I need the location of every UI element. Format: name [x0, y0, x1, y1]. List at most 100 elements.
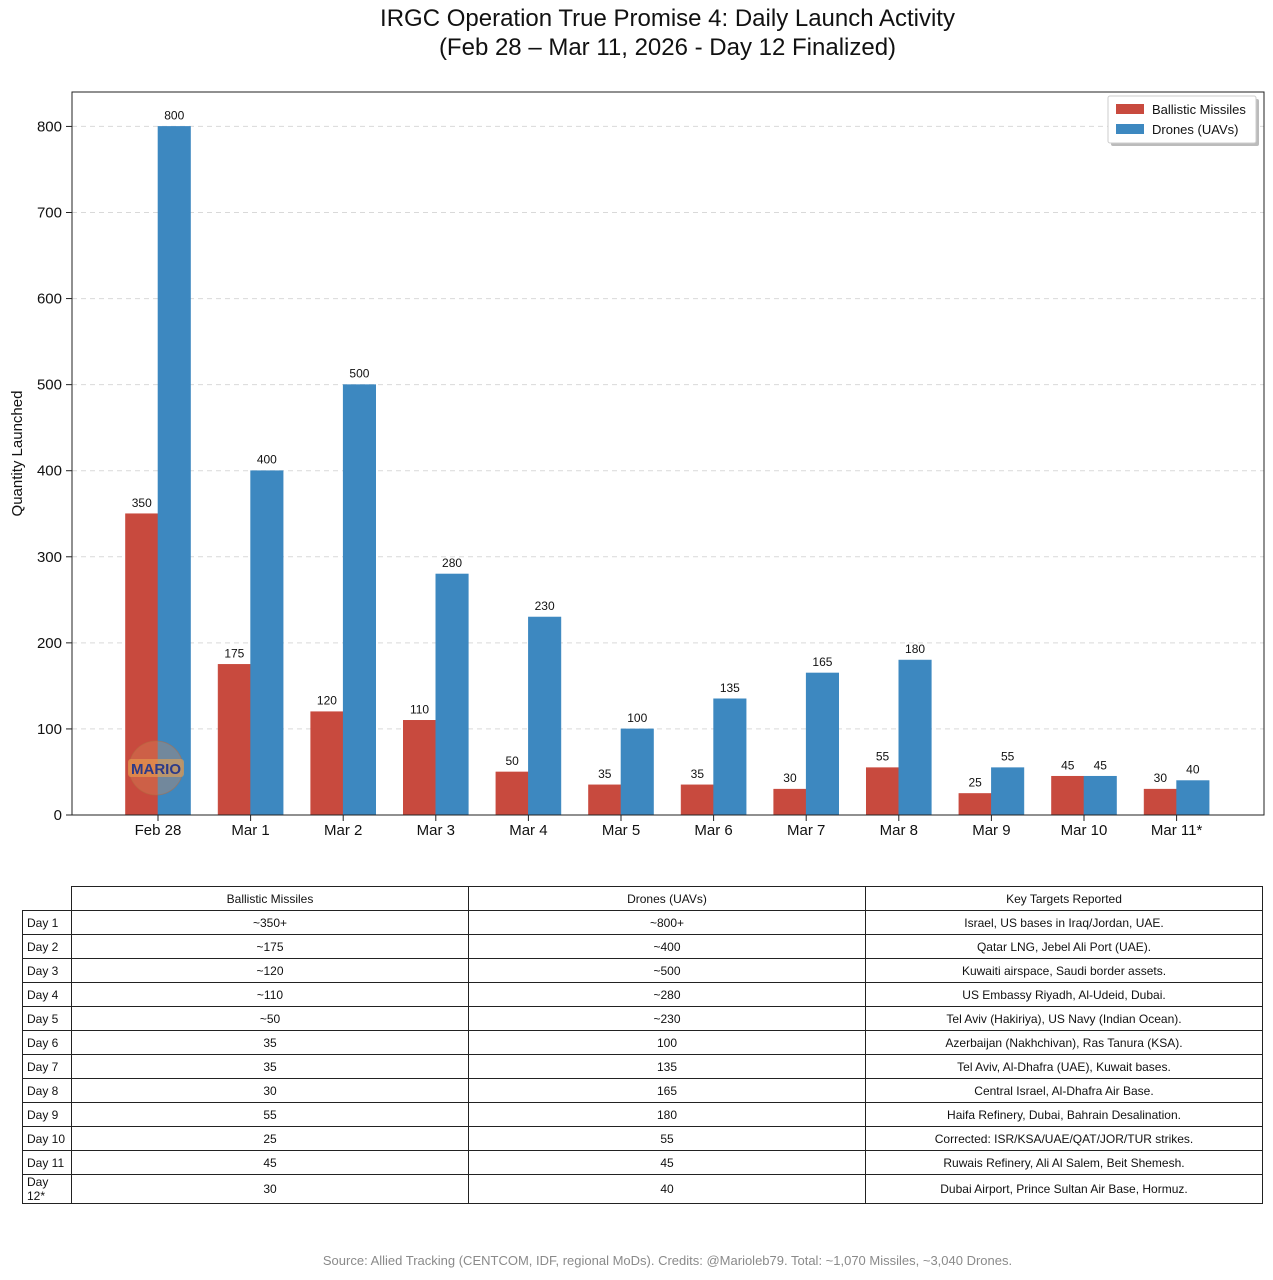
- bar-ballistic: [865, 767, 900, 816]
- day-label: Day 6: [22, 1030, 72, 1055]
- drone-count: ~400: [468, 934, 866, 959]
- drone-count: ~500: [468, 958, 866, 983]
- x-tick-label: Mar 1: [231, 822, 269, 839]
- drone-count: 165: [468, 1078, 866, 1103]
- bar-label-ballistic: 45: [1061, 758, 1075, 772]
- bar-ballistic: [680, 784, 714, 816]
- bar-drones: [898, 659, 932, 816]
- header-targets: Key Targets Reported: [865, 886, 1263, 911]
- x-tick-label: Mar 7: [787, 822, 825, 839]
- bar-label-ballistic: 120: [317, 694, 337, 708]
- x-tick-label: Mar 9: [972, 822, 1010, 839]
- launch-table: Ballistic Missiles Drones (UAVs) Key Tar…: [22, 886, 1263, 1204]
- y-tick-label: 100: [37, 721, 62, 738]
- ballistic-count: 30: [71, 1174, 469, 1204]
- bar-drones: [250, 470, 284, 816]
- x-tick-label: Mar 10: [1061, 822, 1108, 839]
- key-targets: Central Israel, Al-Dhafra Air Base.: [865, 1078, 1263, 1103]
- source-footer: Source: Allied Tracking (CENTCOM, IDF, r…: [322, 1253, 1013, 1268]
- table-header-row: Ballistic Missiles Drones (UAVs) Key Tar…: [22, 886, 1263, 911]
- table-row: Day 3 ~120 ~500 Kuwaiti airspace, Saudi bor…: [22, 958, 1263, 983]
- drone-count: 135: [468, 1054, 866, 1079]
- y-tick-label: 200: [37, 635, 62, 652]
- bar-label-drones: 180: [905, 642, 925, 656]
- day-label: Day 8: [22, 1078, 72, 1103]
- bar-label-drones: 40: [1186, 763, 1200, 777]
- day-label: Day 2: [22, 934, 72, 959]
- drone-count: ~230: [468, 1006, 866, 1031]
- day-label: Day 4: [22, 982, 72, 1007]
- legend-swatch: [1116, 104, 1144, 114]
- day-label: Day 10: [22, 1126, 72, 1151]
- bar-label-drones: 230: [535, 599, 555, 613]
- header-ballistic: Ballistic Missiles: [71, 886, 469, 911]
- ballistic-count: ~120: [71, 958, 469, 983]
- bar-ballistic: [495, 771, 529, 816]
- table-row: Day 10 25 55 Corrected: ISR/KSA/UAE/QAT/JOR…: [22, 1126, 1263, 1151]
- y-tick-label: 400: [37, 463, 62, 480]
- ballistic-count: ~110: [71, 982, 469, 1007]
- x-tick-label: Mar 8: [880, 822, 918, 839]
- y-tick-label: 0: [54, 807, 62, 824]
- ballistic-count: 35: [71, 1030, 469, 1055]
- ballistic-count: 35: [71, 1054, 469, 1079]
- legend-label: Ballistic Missiles: [1152, 102, 1246, 117]
- key-targets: Kuwaiti airspace, Saudi border assets.: [865, 958, 1263, 983]
- bar-label-drones: 280: [442, 556, 462, 570]
- table-row: Day 2 ~175 ~400 Qatar LNG, Jebel Ali Port (…: [22, 934, 1263, 959]
- table-row: Day 11 45 45 Ruwais Refinery, Ali Al Salem,…: [22, 1150, 1263, 1175]
- y-tick-label: 800: [37, 118, 62, 135]
- bar-ballistic: [1051, 775, 1085, 816]
- bar-ballistic: [588, 784, 622, 816]
- bar-label-ballistic: 25: [968, 775, 982, 789]
- bar-label-ballistic: 350: [132, 496, 152, 510]
- bar-ballistic: [1143, 788, 1177, 816]
- watermark-logo: MARIO: [124, 740, 188, 796]
- day-label: Day 12*: [22, 1174, 72, 1204]
- bar-label-drones: 500: [349, 367, 369, 381]
- bar-drones: [157, 126, 191, 816]
- bar-label-ballistic: 55: [876, 750, 890, 764]
- key-targets: US Embassy Riyadh, Al-Udeid, Dubai.: [865, 982, 1263, 1007]
- launch-table-container: Ballistic Missiles Drones (UAVs) Key Tar…: [22, 886, 1263, 1204]
- y-tick-label: 700: [37, 205, 62, 222]
- table-row: Day 4 ~110 ~280 US Embassy Riyadh, Al-Udeid…: [22, 982, 1263, 1007]
- ballistic-count: 30: [71, 1078, 469, 1103]
- key-targets: Dubai Airport, Prince Sultan Air Base, H…: [865, 1174, 1263, 1204]
- table-row: Day 12* 30 40 Dubai Airport, Prince Sultan …: [22, 1174, 1263, 1204]
- bar-ballistic: [217, 664, 251, 816]
- key-targets: Qatar LNG, Jebel Ali Port (UAE).: [865, 934, 1263, 959]
- day-label: Day 5: [22, 1006, 72, 1031]
- watermark-text: MARIO: [131, 761, 181, 778]
- legend-swatch: [1116, 124, 1144, 134]
- bar-ballistic: [958, 793, 992, 816]
- table-row: Day 8 30 165 Central Israel, Al-Dhafra Air …: [22, 1078, 1263, 1103]
- x-tick-label: Mar 3: [417, 822, 455, 839]
- chart-title-block: IRGC Operation True Promise 4: Daily Lau…: [0, 4, 1273, 62]
- drone-count: 40: [468, 1174, 866, 1204]
- table-row: Day 9 55 180 Haifa Refinery, Dubai, Bahrain…: [22, 1102, 1263, 1127]
- x-tick-label: Mar 2: [324, 822, 362, 839]
- bar-label-ballistic: 35: [598, 767, 612, 781]
- drone-count: 180: [468, 1102, 866, 1127]
- bar-label-ballistic: 175: [224, 646, 244, 660]
- bar-drones: [435, 573, 469, 816]
- bar-label-ballistic: 30: [783, 771, 797, 785]
- x-tick-label: Mar 4: [509, 822, 547, 839]
- bar-chart: 0 100 200 300 400 500 600 700 800 350 175 120 110 50 3…: [9, 91, 1265, 839]
- table-row: Day 7 35 135 Tel Aviv, Al-Dhafra (UAE), Kuw…: [22, 1054, 1263, 1079]
- ballistic-count: ~350+: [71, 910, 469, 935]
- bar-ballistic: [402, 720, 437, 816]
- ballistic-count: ~175: [71, 934, 469, 959]
- bar-label-drones: 100: [627, 711, 647, 725]
- ballistic-count: 55: [71, 1102, 469, 1127]
- drone-count: ~800+: [468, 910, 866, 935]
- table-row: Day 6 35 100 Azerbaijan (Nakhchivan), Ras T…: [22, 1030, 1263, 1055]
- bar-label-ballistic: 30: [1154, 771, 1168, 785]
- x-tick-label: Feb 28: [135, 822, 182, 839]
- bar-label-drones: 45: [1094, 758, 1108, 772]
- legend-label: Drones (UAVs): [1152, 122, 1238, 137]
- bar-drones: [1083, 775, 1117, 816]
- chart-title: IRGC Operation True Promise 4: Daily Lau…: [380, 5, 955, 32]
- table-corner-cell: [22, 886, 72, 911]
